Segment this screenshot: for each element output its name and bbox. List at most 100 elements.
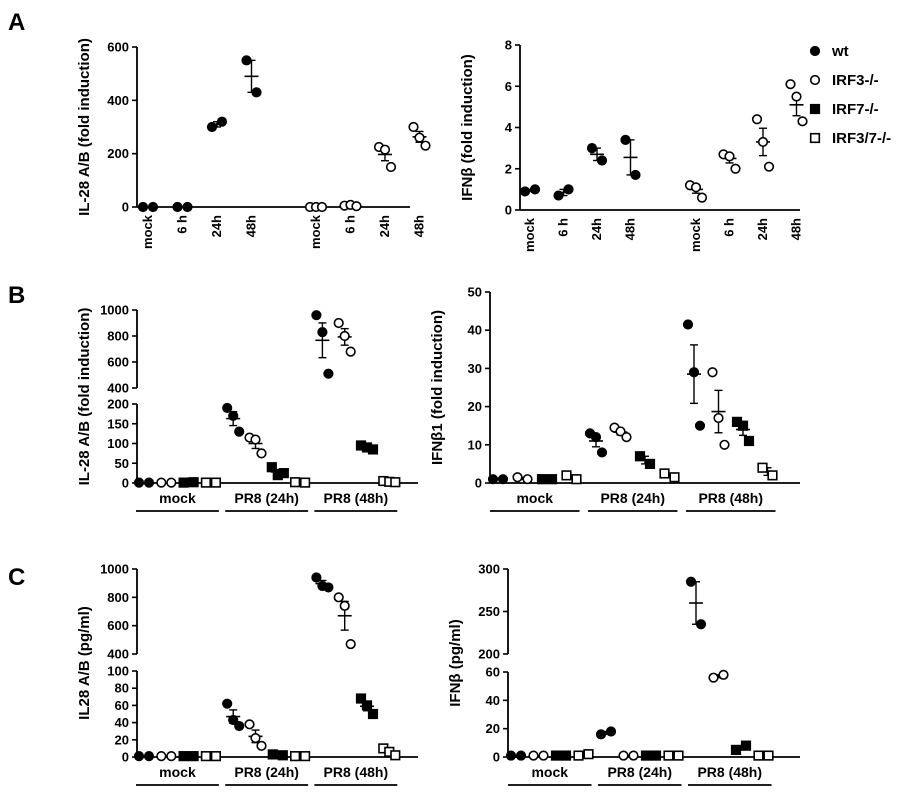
y-axis-label-2: IL-28 A/B (fold induction)	[76, 308, 93, 486]
data-point-1-1-2-1	[757, 136, 769, 148]
data-point-1-0-1-1	[563, 184, 574, 195]
data-point-2-1-1-2	[256, 448, 267, 459]
panel-label-b: B	[8, 282, 25, 309]
data-point-0-0-1-1	[182, 201, 193, 213]
data-point-2-0-2-2	[323, 368, 334, 379]
data-point-1-1-0-1	[690, 182, 702, 193]
data-point-3-0-0-1	[497, 474, 509, 485]
chart-3: 0 10 20 30 40 50 IFNβ1 (fold induction) mock PR8…	[429, 285, 800, 512]
y-axis-label-3: IFNβ1 (fold induction)	[429, 310, 446, 465]
x-tick-label-1-7: 48h	[789, 218, 804, 240]
y-tick-label-1-4: 8	[505, 38, 512, 53]
data-point-1-1-2-0	[751, 114, 763, 125]
y-tick-label-5-5: 250	[478, 604, 500, 619]
data-point-2-2-1-0	[266, 462, 277, 473]
data-point-2-2-0-0	[178, 477, 189, 488]
data-point-3-1-2-0	[707, 367, 718, 378]
data-point-5-1-2-1	[718, 669, 729, 680]
data-point-3-2-0-1	[546, 474, 558, 485]
data-point-4-0-1-1	[228, 714, 239, 726]
data-point-4-2-2-0	[355, 693, 367, 704]
data-point-3-3-1-1	[669, 472, 680, 483]
data-point-4-2-1-1	[277, 750, 288, 761]
data-point-2-0-0-1	[143, 477, 155, 488]
data-point-4-1-2-0	[333, 592, 344, 603]
data-point-5-2-2-0	[730, 744, 742, 756]
data-point-1-0-1-0	[553, 190, 564, 201]
data-point-4-3-0-1	[210, 751, 222, 762]
group-label-4-0: mock	[159, 764, 196, 780]
data-point-0-1-2-2	[385, 161, 397, 173]
data-point-3-1-1-1	[615, 426, 626, 437]
data-point-2-1-2-2	[345, 346, 356, 357]
data-point-2-3-0-1	[210, 477, 222, 488]
group-label-3-1: PR8 (24h)	[600, 490, 665, 506]
legend-marker-3	[809, 132, 821, 144]
data-point-0-1-1-2	[351, 201, 362, 212]
x-tick-label-0-3: 48h	[244, 215, 259, 237]
data-point-2-1-0-1	[166, 477, 177, 488]
group-label-2-2: PR8 (48h)	[324, 490, 389, 506]
data-point-1-1-1-1	[724, 151, 735, 162]
group-label-5-0: mock	[531, 764, 568, 780]
x-tick-label-0-5: 6 h	[343, 215, 358, 234]
data-point-4-1-1-1	[250, 732, 261, 744]
y-tick-label-0-3: 600	[107, 40, 129, 55]
group-label-4-2: PR8 (48h)	[324, 764, 389, 780]
y-tick-label-5-0: 0	[493, 750, 500, 765]
data-point-5-2-0-1	[560, 750, 572, 761]
data-point-2-3-1-0	[289, 477, 301, 488]
data-point-5-0-2-0	[685, 576, 697, 587]
data-point-2-2-0-1	[188, 477, 199, 488]
x-tick-label-1-3: 48h	[623, 218, 638, 240]
data-point-0-1-3-1	[414, 132, 425, 143]
y-tick-label-3-0: 0	[475, 476, 482, 491]
data-point-3-3-1-0	[659, 468, 670, 479]
data-point-5-0-1-0	[595, 729, 607, 740]
data-point-1-0-0-1	[529, 184, 541, 195]
data-point-4-0-0-1	[143, 751, 155, 762]
panel-label-a: A	[8, 9, 25, 36]
x-tick-label-1-6: 24h	[755, 218, 770, 240]
legend: wt IRF3-/- IRF7-/- IRF3/7-/-	[809, 43, 891, 147]
data-point-3-3-0-0	[561, 470, 572, 481]
data-point-3-3-0-1	[571, 474, 582, 485]
data-point-5-3-1-1	[673, 750, 684, 761]
x-tick-label-0-6: 24h	[377, 215, 392, 237]
x-tick-label-1-4: mock	[688, 217, 703, 252]
data-point-1-1-3-1	[791, 91, 802, 102]
data-point-1-0-2-0	[586, 143, 598, 154]
chart-0: 0 200 400 600 IL-28 A/B (fold induction) mock…	[76, 38, 431, 249]
data-point-2-0-1-1	[228, 410, 239, 421]
data-point-2-0-2-0	[311, 310, 322, 321]
data-point-4-3-2-2	[390, 750, 401, 761]
data-point-2-1-2-0	[333, 317, 344, 329]
x-tick-label-1-5: 6 h	[722, 218, 737, 237]
data-point-3-0-2-1	[688, 367, 700, 378]
group-label-2-0: mock	[159, 490, 196, 506]
data-point-3-0-2-2	[694, 420, 706, 431]
data-point-3-3-2-0	[757, 462, 768, 473]
data-point-0-1-3-2	[420, 140, 431, 151]
group-label-5-2: PR8 (48h)	[697, 764, 762, 780]
data-point-0-0-0-0	[137, 201, 149, 213]
data-point-3-1-0-1	[522, 474, 533, 485]
data-point-4-2-1-0	[267, 749, 278, 760]
panel-label-c: C	[8, 564, 25, 591]
data-point-4-0-1-0	[222, 698, 233, 709]
data-point-5-3-0-1	[583, 749, 594, 760]
data-point-2-0-1-0	[222, 402, 233, 414]
data-point-5-0-0-1	[515, 750, 527, 761]
data-point-2-1-1-1	[250, 434, 261, 445]
legend-marker-1	[809, 74, 821, 86]
data-point-2-0-0-0	[133, 477, 145, 488]
y-tick-label-1-1: 2	[505, 161, 512, 176]
data-point-4-0-0-0	[133, 751, 145, 762]
y-axis-label-0: IL-28 A/B (fold induction)	[76, 38, 93, 216]
data-point-4-1-2-2	[345, 638, 356, 650]
y-tick-label-4-2: 40	[115, 715, 129, 730]
y-tick-label-4-8: 800	[107, 590, 129, 605]
group-label-4-1: PR8 (24h)	[234, 764, 299, 780]
data-point-0-1-3-0	[408, 121, 419, 133]
